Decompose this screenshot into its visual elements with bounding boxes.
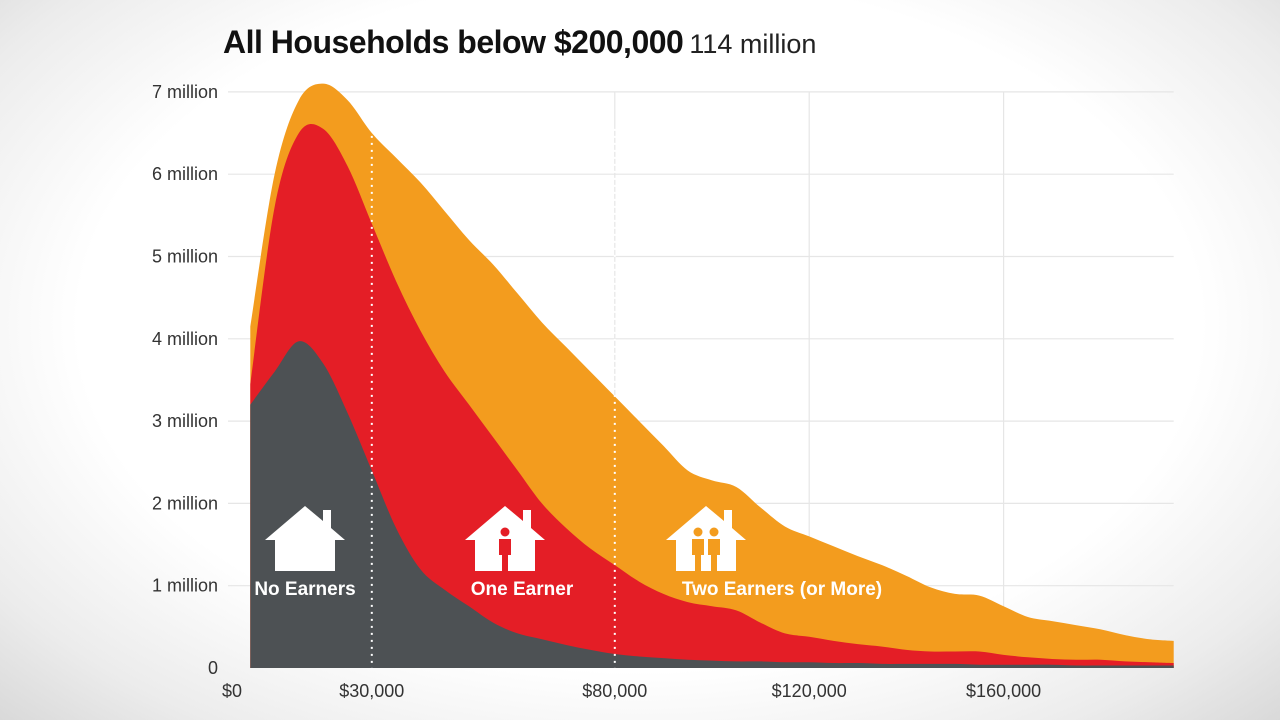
x-tick-label: $120,000 [772, 681, 847, 701]
x-tick-label: $30,000 [339, 681, 404, 701]
person-body [708, 539, 720, 571]
x-tick-label: $0 [222, 681, 242, 701]
house-shape [465, 506, 545, 571]
x-axis-ticks: $0 $30,000 $80,000 $120,000 $160,000 [222, 681, 1041, 701]
y-tick-label: 6 million [152, 164, 218, 184]
chart-title: All Households below $200,000 114 million [223, 24, 816, 61]
series-label: No Earners [254, 579, 355, 600]
person-body [499, 539, 511, 571]
x-tick-label: $160,000 [966, 681, 1041, 701]
person-body [692, 539, 704, 571]
y-axis-ticks: 0 1 million 2 million 3 million 4 million 5 m… [152, 82, 218, 678]
person-head [693, 527, 703, 537]
house-shape [666, 506, 746, 571]
house-shape [265, 506, 345, 571]
y-tick-label: 7 million [152, 82, 218, 102]
house-empty-icon [265, 506, 345, 571]
y-tick-label: 2 million [152, 493, 218, 513]
y-tick-label: 4 million [152, 329, 218, 349]
series-labels: No Earners One Earner Two Earners (or More… [254, 506, 882, 600]
person-head [709, 527, 719, 537]
house-one-person-icon [465, 506, 545, 571]
chart-title-total: 114 million [689, 29, 817, 59]
chart-title-main: All Households below $200,000 [223, 24, 684, 60]
series-label: Two Earners (or More) [682, 579, 882, 600]
y-tick-label: 1 million [152, 576, 218, 596]
series-label: One Earner [471, 579, 574, 600]
y-tick-label: 0 [208, 658, 218, 678]
person-head [500, 527, 510, 537]
marker-lines [370, 128, 616, 668]
y-tick-label: 5 million [152, 247, 218, 267]
house-two-people-icon [666, 506, 746, 571]
x-tick-label: $80,000 [582, 681, 647, 701]
area-no-earners [250, 341, 1174, 668]
y-tick-label: 3 million [152, 411, 218, 431]
